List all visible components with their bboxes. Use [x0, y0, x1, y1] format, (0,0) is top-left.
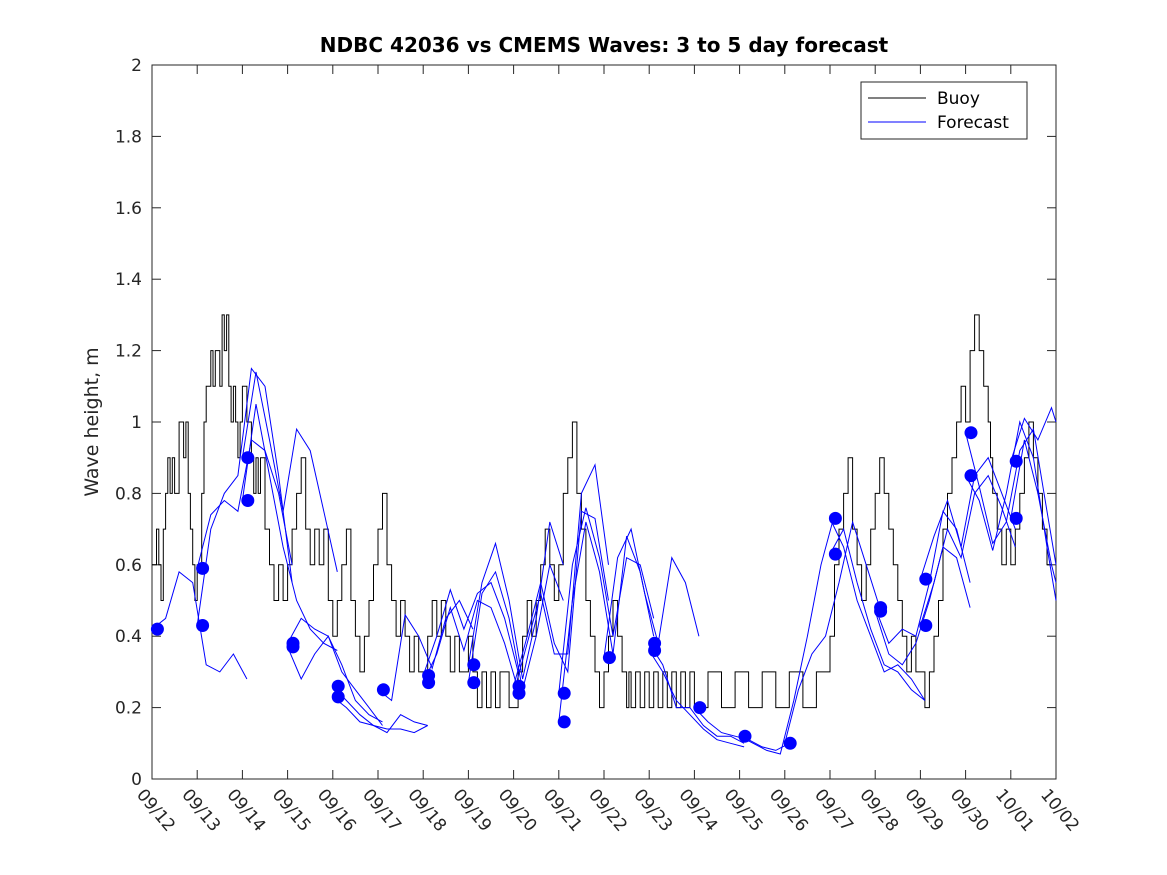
forecast-marker: [783, 736, 797, 750]
forecast-marker: [241, 494, 255, 507]
chart-title: NDBC 42036 vs CMEMS Waves: 3 to 5 day fo…: [320, 33, 889, 57]
forecast-marker: [648, 644, 662, 657]
y-tick-label: 1.2: [115, 342, 142, 362]
forecast-marker: [376, 683, 390, 697]
forecast-series-line: [467, 562, 564, 690]
forecast-series-line: [196, 438, 293, 569]
forecast-marker: [467, 658, 481, 672]
forecast-marker: [557, 715, 571, 729]
forecast-marker: [1009, 454, 1023, 468]
y-tick-label: 2: [131, 56, 142, 76]
forecast-series-line: [874, 510, 971, 645]
forecast-series-line: [829, 527, 926, 701]
forecast-marker: [919, 572, 933, 586]
forecast-series-line: [513, 510, 609, 687]
forecast-series-line: [648, 643, 745, 744]
forecast-series-line: [558, 521, 655, 722]
forecast-marker: [286, 640, 300, 654]
forecast-series-line: [241, 371, 338, 573]
forecast-series-line: [829, 518, 926, 701]
forecast-marker: [693, 701, 707, 715]
forecast-series-line: [377, 599, 474, 702]
forecast-marker: [602, 651, 616, 665]
forecast-marker: [828, 511, 842, 525]
forecast-marker: [874, 604, 888, 618]
forecast-marker: [964, 426, 978, 440]
forecast-marker: [150, 622, 164, 636]
forecast-series-line: [287, 617, 383, 723]
forecast-series-line: [919, 474, 1016, 626]
forecast-series-line: [287, 635, 383, 726]
forecast-marker: [828, 547, 842, 561]
y-axis-label: Wave height, m: [81, 347, 103, 496]
forecast-series-line: [332, 696, 428, 734]
y-tick-label: 1.8: [115, 127, 142, 147]
forecast-series-line: [919, 456, 1016, 580]
forecast-series-line: [1010, 406, 1057, 462]
legend-box: [860, 81, 1028, 140]
forecast-series-line: [648, 650, 745, 748]
y-tick-label: 1.4: [115, 270, 142, 290]
forecast-series-line: [603, 527, 700, 658]
y-tick-label: 0.6: [115, 556, 142, 576]
y-tick-label: 0: [131, 770, 142, 790]
forecast-marker: [331, 679, 345, 693]
forecast-series-line: [784, 520, 881, 744]
forecast-series-line: [241, 404, 338, 651]
forecast-marker: [512, 686, 526, 700]
legend: Buoy Forecast: [860, 81, 1028, 140]
forecast-series-line: [332, 685, 428, 734]
forecast-marker: [467, 676, 481, 690]
y-tick-label: 0.2: [115, 699, 142, 719]
forecast-series-line: [965, 427, 1057, 565]
y-tick-label: 0.8: [115, 484, 142, 504]
forecast-marker: [422, 676, 436, 690]
legend-forecast-label: Forecast: [937, 113, 1009, 133]
forecast-marker: [557, 686, 571, 700]
forecast-marker: [1009, 511, 1023, 525]
buoy-series-line: [152, 314, 1052, 709]
y-tick-label: 1.6: [115, 199, 142, 219]
plot-area: 00.20.40.60.811.21.41.61.8209/1209/1309/…: [115, 56, 1083, 836]
y-tick-label: 0.4: [115, 627, 142, 647]
forecast-marker: [331, 690, 345, 704]
forecast-marker: [964, 469, 978, 483]
forecast-marker: [196, 561, 210, 575]
forecast-marker: [738, 729, 752, 743]
forecast-series-line: [739, 514, 835, 755]
forecast-series-line: [422, 599, 519, 690]
forecast-series-line: [196, 367, 293, 626]
forecast-series-line: [513, 463, 609, 694]
forecast-marker: [196, 619, 210, 632]
legend-buoy-label: Buoy: [937, 89, 980, 109]
forecast-series-line: [467, 521, 564, 680]
forecast-marker: [919, 619, 933, 632]
forecast-marker: [241, 451, 255, 465]
y-tick-label: 1: [131, 413, 142, 433]
forecast-series-line: [422, 581, 519, 676]
